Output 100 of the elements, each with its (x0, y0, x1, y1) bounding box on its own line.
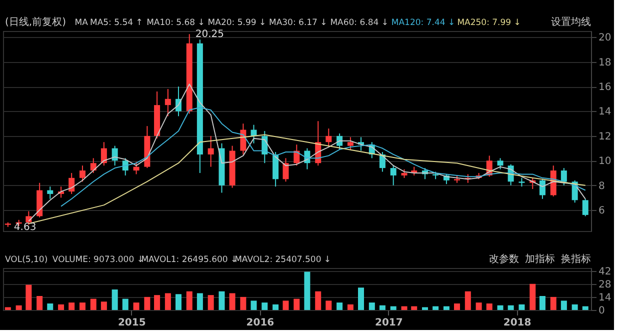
text: VOLUME: 9073.000 ↓ (52, 255, 144, 265)
candlestick (497, 158, 504, 170)
text: 加指标 (525, 253, 555, 265)
annotation: 4.63 (14, 222, 36, 233)
bar (36, 296, 43, 310)
bar (58, 304, 64, 310)
candlestick (326, 128, 332, 146)
bar (390, 306, 396, 310)
bar (79, 302, 86, 310)
text: MA30: 6.17 ↓ (269, 18, 328, 28)
bar (196, 293, 203, 310)
line-series (28, 134, 586, 224)
annotation: 20.25 (195, 29, 224, 40)
bar (26, 284, 32, 310)
candlestick (282, 158, 289, 182)
candlestick (390, 165, 396, 186)
bar (90, 298, 96, 310)
candlestick (208, 135, 214, 168)
candlestick (90, 158, 96, 174)
line-series (60, 107, 586, 207)
bar (432, 306, 439, 310)
bar (100, 302, 107, 310)
bar (358, 288, 364, 310)
y-tick-label: 14 (598, 292, 612, 304)
candlestick (336, 132, 343, 150)
y-tick-label: 12 (598, 131, 612, 142)
y-tick-label: 0 (598, 306, 605, 316)
y-tick-label: 8 (598, 180, 605, 192)
bar (175, 294, 182, 310)
bar (497, 305, 504, 310)
candlestick (47, 186, 54, 200)
bar (315, 291, 322, 310)
bar (560, 300, 567, 310)
bar (240, 296, 246, 310)
bar (250, 300, 257, 310)
text: 换指标 (561, 253, 591, 265)
text: 设置均线 (551, 16, 591, 28)
bar (336, 302, 343, 310)
x-tick-label: 2015 (118, 318, 146, 328)
text: MA20: 5.99 ↓ (208, 18, 266, 28)
y-tick-label: 14 (598, 106, 612, 118)
bar (550, 296, 556, 310)
y-tick-label: 6 (598, 206, 605, 217)
bar (508, 305, 514, 310)
bar (133, 302, 140, 310)
y-tick-label: 18 (598, 57, 612, 68)
candlestick (582, 198, 588, 217)
bar (262, 302, 268, 310)
candlestick (347, 136, 354, 150)
y-tick-label: 16 (598, 82, 612, 94)
bar (304, 272, 310, 310)
text: MA250: 7.99 ↓ (457, 18, 521, 28)
bar (208, 295, 214, 310)
text: MA (74, 18, 88, 28)
bar (422, 307, 428, 310)
x-tick-label: 2018 (503, 318, 532, 328)
text: MA120: 7.44 ↓ (391, 18, 456, 28)
bar (443, 306, 450, 310)
bar (294, 298, 300, 310)
bar (368, 302, 375, 310)
bar (186, 291, 192, 310)
bar (454, 303, 460, 310)
candlestick (68, 172, 75, 194)
bar (272, 304, 279, 310)
bar (401, 306, 408, 310)
bar (379, 305, 386, 310)
candlestick (100, 142, 107, 166)
bar (112, 289, 118, 310)
bar (144, 296, 150, 310)
bar (218, 291, 225, 310)
bar (164, 293, 171, 310)
bar (47, 303, 54, 310)
bar (282, 300, 289, 310)
bar (154, 295, 160, 310)
candlestick (560, 168, 567, 186)
x-tick-label: 2017 (375, 318, 403, 328)
bar (582, 306, 588, 310)
bar (4, 307, 11, 310)
bar (572, 304, 578, 310)
bar (68, 302, 75, 310)
text: MA60: 6.84 ↓ (330, 18, 388, 28)
bar (539, 296, 546, 310)
text: MA5: 5.54 ↑ (90, 18, 143, 28)
candlestick (79, 165, 86, 182)
bar (411, 306, 418, 310)
candlestick (133, 161, 140, 175)
text: VOL(5,10) (5, 255, 48, 265)
y-tick-label: 20 (598, 32, 612, 44)
bar (464, 291, 471, 310)
candlestick (539, 178, 546, 200)
bar (518, 304, 525, 310)
bar (326, 300, 332, 310)
text: (日线,前复权) (5, 16, 66, 28)
bar (530, 284, 536, 310)
y-tick-label: 42 (598, 266, 612, 278)
bar (476, 302, 482, 310)
y-tick-label: 10 (598, 156, 612, 168)
text: MAVOL2: 25407.500 ↓ (234, 255, 332, 265)
bar (229, 293, 236, 310)
candlestick (164, 88, 171, 117)
